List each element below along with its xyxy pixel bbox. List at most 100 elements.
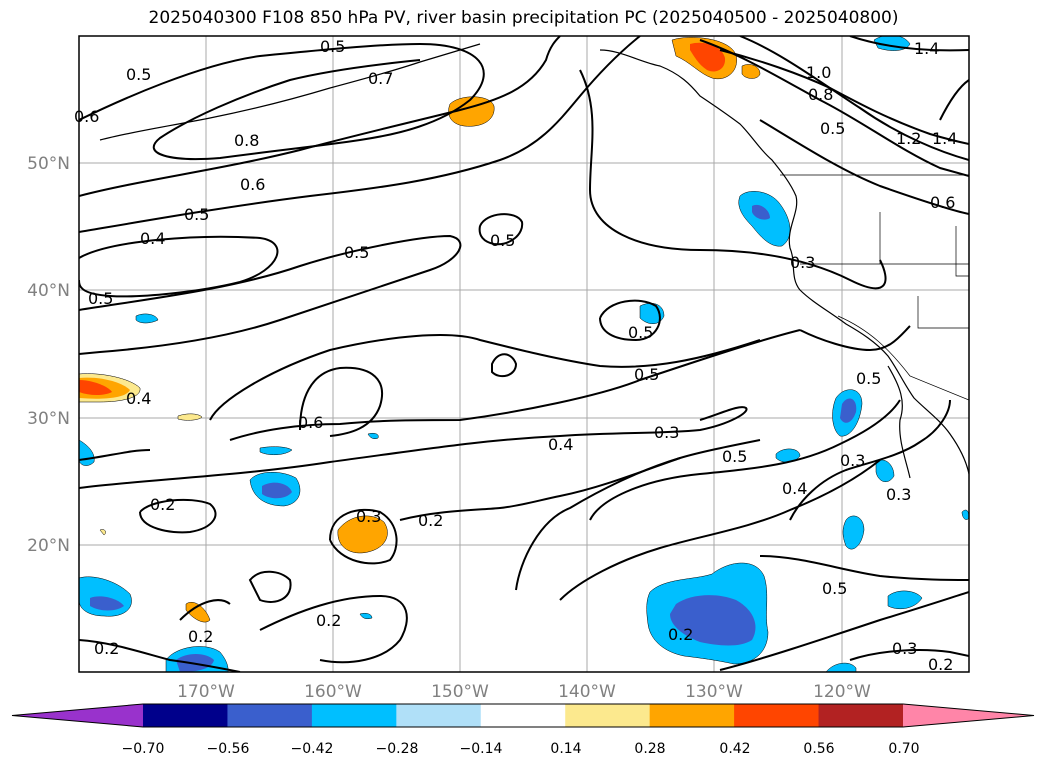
- contour-label: 0.2: [316, 611, 341, 630]
- colorbar-extend-min: [12, 704, 143, 727]
- pv-contour: [849, 36, 969, 52]
- pv-contour: [79, 36, 561, 197]
- precip-blob-negative: [961, 509, 969, 520]
- borders: [780, 174, 969, 401]
- pv-contour: [515, 457, 681, 591]
- pv-contour: [579, 69, 887, 290]
- pv-contour: [759, 555, 969, 581]
- colorbar-swatch: [818, 704, 904, 727]
- contour-label: 0.2: [928, 655, 953, 674]
- pv-contour: [399, 439, 761, 521]
- pv-contour: [589, 399, 901, 521]
- contour-label: 0.5: [490, 231, 515, 250]
- contour-label: 0.5: [822, 579, 847, 598]
- contour-label: 0.4: [548, 435, 573, 454]
- colorbar-extend-max: [903, 704, 1034, 727]
- colorbar-tick-label: −0.14: [460, 741, 503, 757]
- precip-blob-negative: [752, 204, 770, 220]
- pv-contour: [179, 599, 231, 621]
- contour-label: 0.4: [782, 479, 807, 498]
- contour-label: 0.5: [856, 369, 881, 388]
- coastlines: [99, 43, 969, 479]
- colorbar-swatch: [565, 704, 651, 727]
- pv-contour: [229, 329, 801, 441]
- colorbar-swatch: [396, 704, 482, 727]
- contour-label: 0.5: [344, 243, 369, 262]
- colorbar-swatch: [734, 704, 820, 727]
- precip-blob-negative: [887, 590, 923, 609]
- colorbar-swatch: [480, 704, 566, 727]
- precip-blob-positive: [185, 602, 211, 623]
- contour-label: 0.5: [320, 37, 345, 56]
- contour-label: 0.6: [74, 107, 99, 126]
- colorbar-swatch: [311, 704, 397, 727]
- gridlines: [79, 36, 969, 672]
- colorbar-tick-label: 0.70: [888, 741, 919, 757]
- latitude-labels: 50°N 40°N 30°N 20°N: [27, 154, 70, 556]
- contour-label: 0.3: [840, 451, 865, 470]
- colorbar-tick-label: 0.56: [803, 741, 834, 757]
- contour-label: 0.6: [930, 193, 955, 212]
- pv-contour: [939, 79, 969, 121]
- map-background: [79, 36, 969, 672]
- lat-label-20n: 20°N: [27, 536, 70, 556]
- lon-label-120w: 120°W: [813, 682, 871, 702]
- map-frame: [78, 35, 970, 673]
- colorbar-swatches: [11, 703, 1035, 728]
- colorbar-tick-label: −0.42: [291, 741, 334, 757]
- pv-contour: [79, 449, 151, 461]
- precip-blob-positive: [337, 515, 388, 554]
- pv-contour: [759, 119, 969, 215]
- pv-contour: [599, 299, 661, 342]
- coastline-aleutians: [99, 43, 481, 141]
- border-state: [955, 226, 969, 277]
- precip-blob-positive: [79, 380, 112, 395]
- precip-blob-negative: [875, 459, 895, 483]
- precip-blob-negative: [259, 446, 293, 455]
- contour-label: 0.5: [88, 289, 113, 308]
- pv-contour: [799, 325, 911, 352]
- contour-label: 0.5: [184, 205, 209, 224]
- contour-label: 1.4: [932, 129, 957, 148]
- contour-label: 0.7: [368, 69, 393, 88]
- contour-label: 1.2: [896, 129, 921, 148]
- contour-label: 0.3: [356, 507, 381, 526]
- pv-contour: [699, 39, 969, 177]
- contour-label: 0.4: [126, 389, 151, 408]
- contour-labels: 0.5 0.6 0.7 0.8 0.6 0.5 0.4 0.5 0.5 0.5 …: [74, 37, 957, 674]
- pv-contour: [259, 594, 408, 664]
- colorbar-tick-label: −0.70: [122, 741, 165, 757]
- pv-contours: [79, 36, 969, 672]
- colorbar-swatch: [649, 704, 735, 727]
- lat-label-50n: 50°N: [27, 154, 70, 174]
- precip-blob-positive: [177, 413, 203, 421]
- contour-label: 0.2: [94, 639, 119, 658]
- lon-label-140w: 140°W: [558, 682, 616, 702]
- pv-contour: [478, 213, 524, 246]
- precip-blob-negative: [842, 515, 865, 550]
- pv-contour: [559, 459, 881, 601]
- lon-label-130w: 130°W: [685, 682, 743, 702]
- contour-label: 0.5: [634, 365, 659, 384]
- pv-contour: [79, 42, 485, 161]
- border-state: [917, 296, 969, 329]
- lon-label-150w: 150°W: [431, 682, 489, 702]
- contour-label: 0.3: [886, 485, 911, 504]
- contour-label: 0.5: [628, 323, 653, 342]
- contour-label: 0.4: [140, 229, 165, 248]
- lat-label-40n: 40°N: [27, 281, 70, 301]
- precip-blob-positive: [99, 529, 106, 536]
- pv-contour: [329, 508, 398, 565]
- precip-blob-negative: [367, 432, 379, 440]
- pv-contour: [248, 570, 292, 603]
- contour-label: 0.5: [722, 447, 747, 466]
- contour-label: 0.8: [808, 85, 833, 104]
- pv-contour: [79, 639, 241, 672]
- lat-label-30n: 30°N: [27, 409, 70, 429]
- contour-label: 0.2: [150, 495, 175, 514]
- lon-label-160w: 160°W: [304, 682, 362, 702]
- precip-blob-negative: [359, 612, 373, 620]
- pv-contour: [79, 234, 462, 355]
- contour-label: 0.2: [188, 627, 213, 646]
